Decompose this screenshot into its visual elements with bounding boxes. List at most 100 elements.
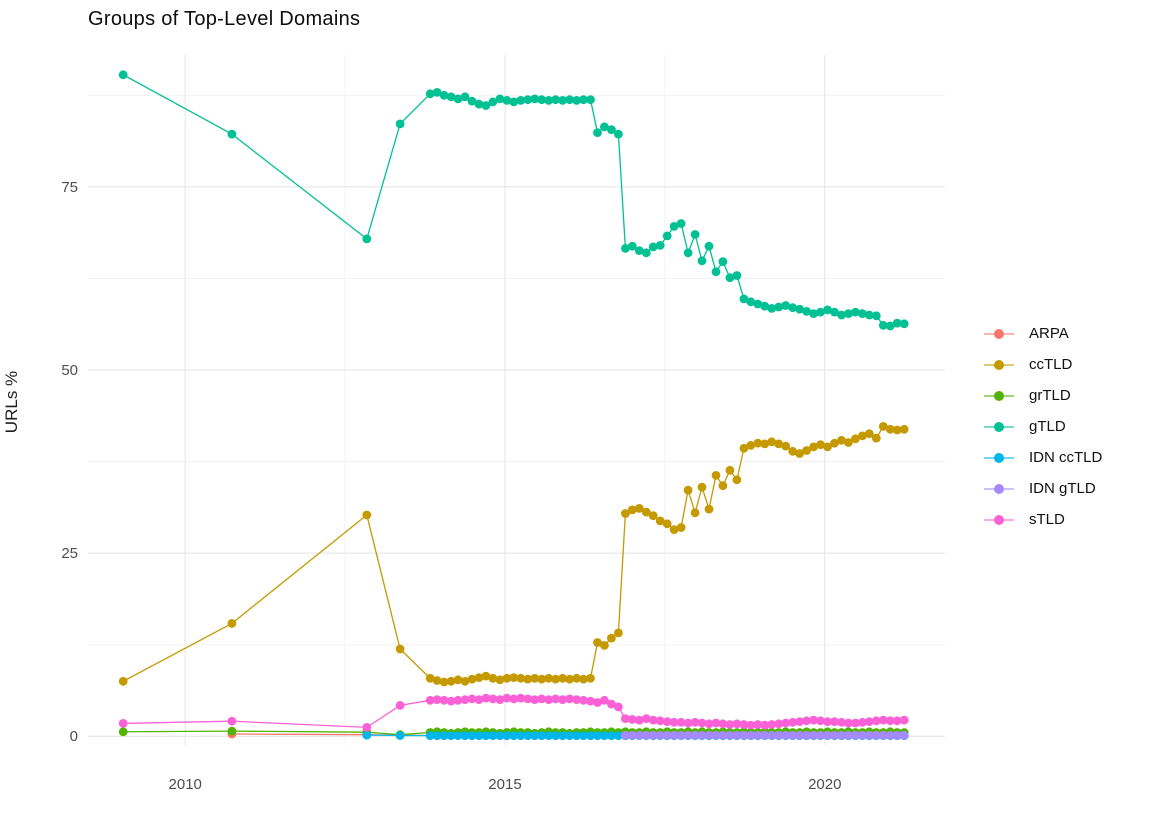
data-point <box>774 302 784 312</box>
data-point <box>718 730 728 740</box>
data-point <box>864 717 874 726</box>
data-point <box>655 716 665 726</box>
data-point <box>781 301 791 310</box>
data-point <box>648 511 658 521</box>
data-point <box>586 731 595 740</box>
data-point <box>509 731 519 740</box>
data-point <box>662 231 672 241</box>
legend-key-icon <box>984 421 1014 433</box>
data-point <box>885 321 895 331</box>
data-point <box>565 95 574 105</box>
data-point <box>795 730 804 740</box>
data-point <box>655 730 665 740</box>
data-point <box>851 307 860 317</box>
data-point <box>725 720 735 729</box>
data-point <box>453 94 463 104</box>
data-point <box>788 303 798 313</box>
data-point <box>809 442 818 452</box>
data-point <box>830 307 839 317</box>
data-point <box>641 507 651 517</box>
data-point <box>118 727 128 737</box>
data-point <box>509 97 519 107</box>
data-point <box>857 730 867 740</box>
data-point <box>676 219 686 228</box>
data-point <box>781 718 791 728</box>
series-cctld <box>118 422 909 687</box>
data-point <box>621 244 630 253</box>
data-point <box>690 730 700 740</box>
chart-title: Groups of Top-Level Domains <box>88 8 361 30</box>
data-point <box>892 716 902 726</box>
data-point <box>823 717 832 726</box>
data-point <box>662 717 672 726</box>
data-point <box>474 99 484 109</box>
data-point <box>899 715 909 725</box>
legend-key-dot <box>994 452 1004 463</box>
data-point <box>488 694 498 704</box>
data-point <box>523 731 533 740</box>
data-point <box>641 248 651 258</box>
data-point <box>767 720 777 729</box>
data-point <box>551 674 560 684</box>
data-point <box>641 730 651 740</box>
data-point <box>446 696 456 706</box>
data-point <box>753 720 763 729</box>
data-point <box>439 90 449 100</box>
data-point <box>395 644 405 654</box>
data-point <box>523 674 533 684</box>
data-point <box>627 715 637 724</box>
data-point <box>551 694 560 704</box>
legend: ARPA ccTLD grTLD gTLD IDN ccTLD IDN gTLD sTLD <box>984 318 1102 535</box>
data-point <box>795 304 804 314</box>
data-point <box>530 673 540 683</box>
data-point <box>669 717 679 727</box>
data-point <box>697 482 707 492</box>
legend-label: grTLD <box>1029 387 1071 404</box>
data-point <box>544 673 554 683</box>
data-point <box>739 443 749 453</box>
legend-item-gtld: gTLD <box>984 411 1102 442</box>
legend-item-idn-cctld: IDN ccTLD <box>984 442 1102 473</box>
data-point <box>516 673 526 683</box>
data-point <box>460 676 470 686</box>
data-point <box>551 731 560 740</box>
data-point <box>530 731 540 740</box>
data-point <box>662 519 672 529</box>
legend-key-dot <box>994 390 1004 401</box>
data-point <box>802 446 811 455</box>
data-point <box>432 695 442 704</box>
data-point <box>767 730 776 740</box>
data-point <box>488 97 498 107</box>
data-point <box>767 304 777 313</box>
data-point <box>823 442 832 452</box>
data-point <box>481 671 491 681</box>
data-point <box>690 508 700 518</box>
data-point <box>634 730 644 740</box>
data-point <box>683 485 693 495</box>
data-point <box>227 716 237 726</box>
data-point <box>607 699 616 709</box>
data-point <box>850 730 860 740</box>
series-idn-gtld <box>620 730 909 740</box>
data-point <box>746 730 756 740</box>
data-point <box>586 673 595 683</box>
data-point <box>837 435 846 445</box>
data-point <box>627 241 637 251</box>
x-tick-label: 2020 <box>808 776 841 793</box>
legend-item-idn-gtld: IDN gTLD <box>984 473 1102 504</box>
data-point <box>432 88 442 97</box>
data-point <box>516 96 526 105</box>
data-point <box>634 504 644 513</box>
data-point <box>704 719 714 729</box>
data-point <box>885 716 895 726</box>
data-point <box>474 673 484 682</box>
data-point <box>502 693 512 703</box>
data-point <box>711 471 721 480</box>
legend-label: ccTLD <box>1029 356 1073 373</box>
data-point <box>481 693 491 703</box>
data-point <box>488 731 498 740</box>
data-point <box>704 730 714 740</box>
data-point <box>899 730 909 740</box>
